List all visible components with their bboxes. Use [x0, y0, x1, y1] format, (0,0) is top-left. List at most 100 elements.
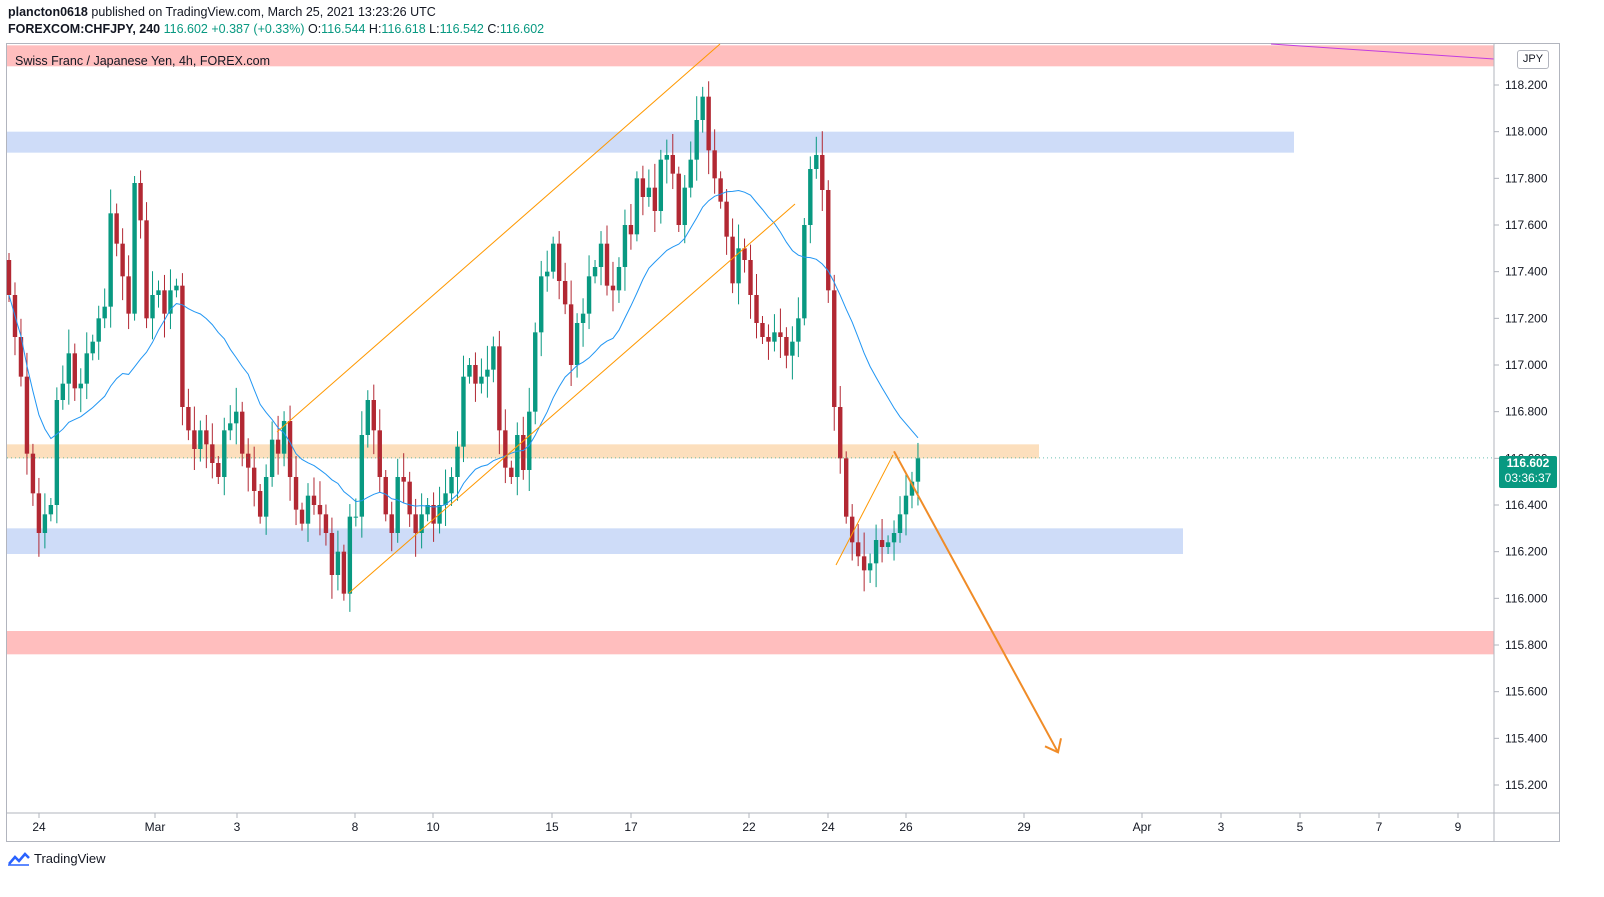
candle-body — [461, 376, 466, 447]
candle — [347, 504, 353, 612]
candle-body — [760, 323, 765, 337]
high-value: 116.618 — [381, 22, 426, 36]
candle — [317, 481, 323, 536]
author-name[interactable]: plancton0618 — [8, 5, 88, 19]
candle-body — [36, 493, 42, 533]
candle-body — [706, 96, 711, 151]
candle-body — [568, 304, 574, 365]
price-tick-label: 116.200 — [1505, 545, 1548, 559]
candle — [903, 471, 909, 536]
candle — [820, 131, 825, 211]
candle — [604, 225, 610, 296]
candle — [114, 203, 119, 257]
candle-body — [293, 477, 299, 510]
candle — [634, 171, 640, 242]
candle-body — [838, 407, 843, 459]
candle — [168, 269, 173, 330]
candle-body — [66, 353, 71, 384]
candle — [754, 274, 759, 339]
candle — [479, 358, 484, 394]
candle-body — [832, 290, 837, 407]
candle-body — [628, 225, 634, 235]
candle-body — [897, 514, 903, 533]
candle — [383, 470, 388, 522]
candle — [849, 504, 855, 561]
candle-body — [545, 271, 550, 277]
candle — [305, 483, 311, 542]
candle-body — [849, 516, 855, 543]
candle-body — [885, 542, 891, 547]
candle-body — [491, 346, 496, 370]
candle-body — [503, 430, 508, 468]
close-label: C: — [487, 22, 500, 36]
tradingview-logo[interactable]: TradingView — [8, 851, 106, 866]
candle — [580, 298, 586, 347]
candle — [311, 477, 317, 515]
candle-body — [114, 213, 119, 244]
candle — [491, 336, 496, 383]
candle — [598, 231, 604, 286]
candle-body — [718, 178, 723, 202]
time-tick-label: 24 — [821, 820, 835, 834]
candle-body — [670, 155, 675, 174]
candle-body — [467, 365, 472, 377]
candle-body — [78, 383, 83, 389]
candle — [419, 493, 424, 549]
candle-body — [263, 477, 269, 517]
candle — [527, 387, 532, 491]
candle-body — [174, 285, 179, 291]
candle-body — [873, 540, 879, 564]
price-tick-label: 118.200 — [1505, 78, 1548, 92]
candle-body — [329, 533, 335, 575]
candle — [497, 330, 502, 455]
candle-body — [347, 516, 353, 594]
candle — [84, 332, 89, 400]
candle-body — [311, 495, 317, 505]
candle-body — [455, 446, 460, 477]
candle — [838, 386, 843, 474]
candle-body — [580, 313, 586, 323]
candle — [574, 313, 580, 378]
candle-body — [778, 332, 783, 337]
candle-body — [844, 458, 849, 517]
candle — [192, 406, 197, 470]
candle-body — [562, 281, 568, 305]
candle-body — [102, 306, 107, 319]
candle — [36, 477, 42, 557]
candle — [246, 438, 251, 492]
candle-body — [120, 243, 125, 277]
candle-body — [54, 400, 60, 505]
ohlc-line: FOREXCOM:CHFJPY, 240 116.602 +0.387 (+0.… — [8, 22, 544, 36]
candle — [12, 282, 18, 356]
candle-body — [431, 505, 436, 524]
candle — [533, 322, 538, 425]
time-tick-label: 8 — [352, 820, 359, 834]
candle — [222, 417, 227, 496]
candle — [832, 274, 837, 431]
candle-body — [533, 332, 538, 412]
currency-button[interactable]: JPY — [1517, 50, 1549, 69]
candle-body — [401, 477, 406, 482]
candle-body — [814, 155, 819, 169]
candle — [66, 329, 71, 405]
candle-body — [299, 509, 305, 524]
candle — [640, 165, 646, 216]
candle — [521, 416, 526, 480]
projection-arrowhead — [1044, 738, 1062, 754]
price-tick-label: 117.600 — [1505, 218, 1548, 232]
candle-body — [826, 190, 831, 291]
symbol-label[interactable]: FOREXCOM:CHFJPY, 240 — [8, 22, 161, 36]
time-tick-label: 15 — [545, 820, 559, 834]
candle-body — [72, 353, 77, 389]
candle — [610, 261, 616, 312]
candle-body — [616, 267, 622, 291]
time-tick-label: 7 — [1376, 820, 1383, 834]
candle-body — [186, 407, 191, 431]
candle-body — [879, 540, 885, 547]
candle — [658, 149, 664, 224]
candle — [646, 169, 652, 207]
candle-body — [539, 276, 544, 333]
candle-body — [909, 481, 915, 496]
candle-body — [210, 444, 215, 463]
